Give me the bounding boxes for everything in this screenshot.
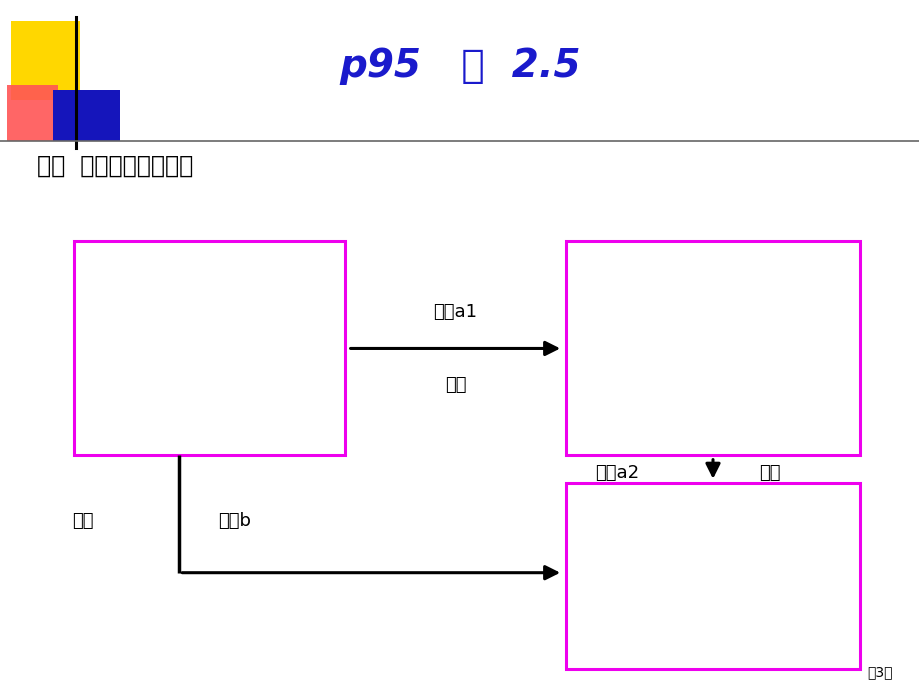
Text: 恒压: 恒压 — [72, 512, 94, 530]
Text: $T = 244.58$K: $T = 244.58$K — [647, 339, 777, 358]
Bar — [565, 241, 859, 455]
Text: 第3页: 第3页 — [866, 666, 891, 680]
Text: $p_2 = 200$kPa: $p_2 = 200$kPa — [648, 564, 777, 588]
Text: 路径b: 路径b — [218, 512, 251, 530]
Text: 解：  题给路径可表示为: 解： 题给路径可表示为 — [37, 154, 193, 177]
Bar — [565, 483, 859, 669]
Bar — [11, 21, 80, 100]
Text: $n = 5$mol: $n = 5$mol — [666, 504, 758, 524]
Bar — [74, 241, 345, 455]
Text: 恒容: 恒容 — [758, 464, 779, 482]
Text: 给热: 给热 — [444, 376, 466, 394]
Bar — [53, 90, 119, 141]
Text: 路径a1: 路径a1 — [433, 303, 477, 321]
Text: $n = 5$mol: $n = 5$mol — [101, 268, 194, 286]
Text: 路径a2: 路径a2 — [595, 464, 639, 482]
Text: $n = 5$mol: $n = 5$mol — [666, 268, 758, 286]
Text: $p =100$kPa: $p =100$kPa — [652, 408, 772, 431]
Text: p95   题  2.5: p95 题 2.5 — [339, 46, 580, 85]
Text: $T_2$: $T_2$ — [700, 627, 724, 649]
Text: $T_1 = 298.15$K: $T_1 = 298.15$K — [101, 337, 241, 359]
Text: $p_1 = 200$kPa: $p_1 = 200$kPa — [101, 408, 230, 431]
Bar — [7, 85, 58, 141]
